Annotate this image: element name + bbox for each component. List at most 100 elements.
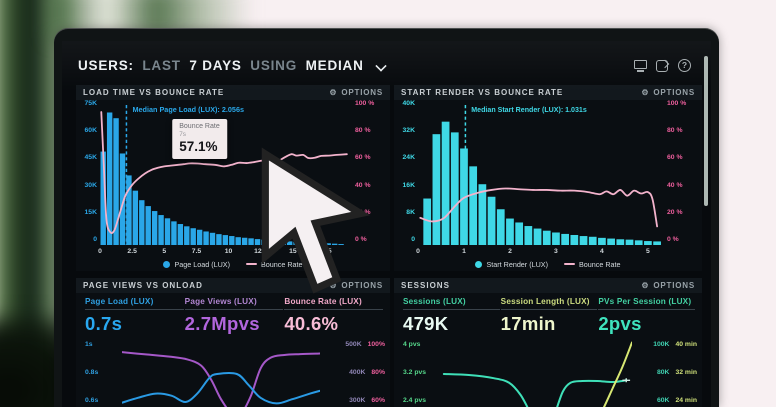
options-label: OPTIONS: [653, 88, 695, 97]
panel-start-render-header: START RENDER VS BOUNCE RATE ⚙ OPTIONS: [394, 85, 702, 100]
options-button[interactable]: ⚙ OPTIONS: [641, 88, 695, 97]
dashboard-screen: USERS: LAST 7 DAYS USING MEDIAN ? LOAD T…: [62, 41, 711, 407]
options-label: OPTIONS: [653, 281, 695, 290]
metric-cards: Page Load (LUX) 0.7s Page Views (LUX) 2.…: [76, 293, 390, 337]
options-button[interactable]: ⚙ OPTIONS: [329, 88, 383, 97]
legend-line-icon: [563, 263, 575, 265]
legend-line-icon: [245, 263, 257, 265]
gear-icon: ⚙: [329, 87, 338, 97]
panel-start-render: START RENDER VS BOUNCE RATE ⚙ OPTIONS 40…: [394, 85, 702, 271]
svg-text:Median Page Load (LUX): 2.056s: Median Page Load (LUX): 2.056s: [132, 105, 244, 114]
chevron-down-icon[interactable]: [376, 58, 386, 68]
x-tick: 5: [162, 248, 167, 255]
x-tick: 4: [600, 248, 604, 255]
x-tick: 2.5: [127, 248, 137, 255]
x-tick: 2: [508, 248, 512, 255]
share-icon[interactable]: [656, 59, 669, 72]
gear-icon: ⚙: [641, 87, 650, 97]
metric-label: PVs Per Session (LUX): [598, 297, 696, 310]
metric-label: Bounce Rate (LUX): [284, 297, 384, 310]
histogram-svg: Median Start Render (LUX): 1.031s: [418, 102, 661, 245]
x-tick: 0: [98, 248, 102, 255]
sessions-trend-chart: 4 pvs 3.2 pvs 2.4 pvs 100K 40 min 80K 32 min 6…: [394, 339, 702, 407]
help-icon[interactable]: ?: [678, 58, 691, 72]
metric-pvs-per-session: PVs Per Session (LUX) 2pvs: [598, 297, 696, 337]
y-tick-left: 1s: [85, 341, 93, 348]
last-label: LAST: [142, 57, 181, 73]
legend-dot-icon: [475, 261, 483, 268]
metric-page-views: Page Views (LUX) 2.7Mpvs: [184, 297, 284, 337]
scrollbar[interactable]: [704, 56, 708, 206]
options-button[interactable]: ⚙ OPTIONS: [641, 281, 695, 290]
tooltip-x-value: 7s: [179, 131, 186, 139]
page-title: USERS: LAST 7 DAYS USING MEDIAN: [78, 58, 386, 73]
chart-legend: Start Render (LUX) Bounce Rate: [394, 257, 702, 272]
tooltip-value: 57.1%: [179, 139, 218, 155]
legend-item[interactable]: Page Load (LUX): [163, 260, 230, 269]
y-tick-right: 400K 80%: [349, 369, 385, 376]
mouse-cursor-icon: [261, 147, 371, 294]
x-tick: 10: [224, 248, 233, 255]
metric-value: 17min: [500, 313, 556, 334]
metric-value: 0.7s: [85, 313, 123, 334]
toolbar: ?: [634, 58, 691, 72]
metric-label: Session Length (LUX): [500, 297, 598, 310]
trend-svg: [122, 339, 320, 407]
y-axis-left: 75K 60K 45K 30K 15K 0: [84, 100, 97, 244]
using-label: USING: [250, 57, 298, 73]
legend-item[interactable]: Bounce Rate: [245, 260, 303, 269]
metric-value: 479K: [403, 313, 449, 334]
metric-cards: Sessions (LUX) 479K Session Length (LUX)…: [394, 293, 702, 337]
laptop: USERS: LAST 7 DAYS USING MEDIAN ? LOAD T…: [54, 28, 719, 407]
y-tick-left: 2.4 pvs: [403, 397, 427, 404]
legend-dot-icon: [163, 261, 171, 268]
y-tick-right: 500K 100%: [345, 341, 385, 348]
x-tick: 12.5: [254, 248, 268, 255]
y-axis-left: 40K 32K 24K 16K 8K 0: [402, 100, 415, 244]
options-label: OPTIONS: [341, 281, 383, 290]
display-icon[interactable]: [634, 59, 647, 72]
x-tick: 3: [554, 248, 558, 255]
x-tick: 1: [462, 248, 466, 255]
x-axis: 0 1 2 3 4 5: [416, 245, 664, 257]
metric-bounce-rate: Bounce Rate (LUX) 40.6%: [284, 297, 384, 337]
metric-value: 2pvs: [598, 313, 642, 334]
histogram-svg: Median Page Load (LUX): 2.056s: [100, 102, 352, 245]
metric-sessions: Sessions (LUX) 479K: [403, 297, 500, 337]
legend-item[interactable]: Start Render (LUX): [475, 260, 548, 269]
y-tick-left: 3.2 pvs: [403, 369, 427, 376]
svg-text:Median Start Render (LUX): 1.0: Median Start Render (LUX): 1.031s: [471, 106, 586, 114]
y-tick-left: 0.8s: [85, 369, 99, 376]
load-time-chart: 75K 60K 45K 30K 15K 0 Median Page Load (LUX):…: [76, 100, 390, 294]
legend-item[interactable]: Bounce Rate: [563, 260, 621, 269]
start-render-chart: 40K 32K 24K 16K 8K 0 Median Start Render (LUX…: [394, 100, 702, 272]
days-label: 7 DAYS: [189, 57, 242, 73]
y-tick-right: 100K 40 min: [653, 341, 697, 348]
metric-label: Sessions (LUX): [403, 297, 500, 310]
plot-area: Median Page Load (LUX): 2.056s Bounce Ra…: [100, 102, 371, 294]
panel-sessions: SESSIONS ⚙ OPTIONS Sessions (LUX) 479K S…: [394, 278, 702, 407]
y-tick-right: 80K 32 min: [656, 369, 697, 376]
median-label[interactable]: MEDIAN: [305, 57, 364, 73]
x-tick: 7.5: [191, 248, 202, 255]
y-tick-left: 0.6s: [85, 397, 99, 404]
metric-value: 40.6%: [284, 313, 339, 334]
chart-legend: Page Load (LUX) Bounce Rate: [76, 257, 390, 272]
y-axis-left: 4 pvs 3.2 pvs 2.4 pvs: [403, 339, 437, 407]
metric-session-length: Session Length (LUX) 17min: [500, 297, 598, 337]
bounce-rate-tooltip: Bounce Rate 7s 57.1%: [172, 119, 228, 160]
plot-area: Median Start Render (LUX): 1.031s: [418, 102, 664, 245]
panel-title: PAGE VIEWS VS ONLOAD: [83, 281, 203, 290]
tooltip-series: Bounce Rate: [179, 123, 220, 131]
metric-page-load: Page Load (LUX) 0.7s: [85, 297, 184, 337]
panel-pageviews: PAGE VIEWS VS ONLOAD ⚙ OPTIONS Page Load…: [76, 278, 390, 407]
x-tick: 0: [416, 248, 420, 255]
y-tick-right: 300K 60%: [349, 397, 385, 404]
y-tick-right: 60K 24 min: [656, 397, 697, 404]
dashboard-header: USERS: LAST 7 DAYS USING MEDIAN ?: [78, 53, 691, 77]
panel-title: LOAD TIME VS BOUNCE RATE: [83, 88, 225, 97]
panel-sessions-header: SESSIONS ⚙ OPTIONS: [394, 278, 702, 293]
y-axis-right: 100 %80 %60 %40 %20 %0 %: [667, 100, 687, 244]
metric-value: 2.7Mpvs: [184, 313, 260, 334]
